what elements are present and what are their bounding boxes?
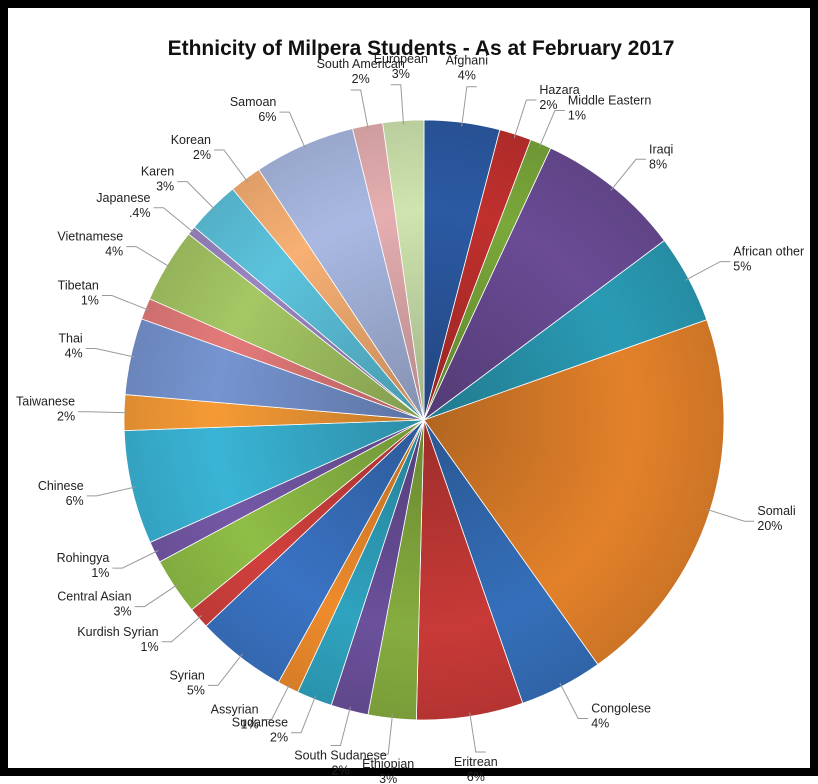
- slice-label-karen: Karen: [141, 165, 174, 179]
- slice-label-ethiopian: Ethiopian: [362, 757, 414, 771]
- slice-value-south-sudanese: 2%: [331, 764, 349, 778]
- leader-line-somali: [706, 508, 755, 522]
- slice-value-vietnamese: 4%: [105, 245, 123, 259]
- leader-lines: [78, 84, 755, 755]
- slice-label-chinese: Chinese: [38, 479, 84, 493]
- leader-line-ethiopian: [378, 714, 393, 755]
- slice-label-congolese: Congolese: [591, 702, 651, 716]
- slice-label-samoan: Samoan: [230, 95, 277, 109]
- leader-line-rohingya: [112, 550, 159, 569]
- leader-line-samoan: [279, 111, 306, 150]
- slice-value-korean: 2%: [193, 148, 211, 162]
- leader-line-vietnamese: [126, 246, 171, 268]
- slice-label-middle-eastern: Middle Eastern: [568, 94, 651, 108]
- slice-label-iraqi: Iraqi: [649, 142, 673, 156]
- slice-value-japanese: .4%: [129, 206, 151, 220]
- leader-line-south-american: [350, 89, 369, 130]
- slice-label-syrian: Syrian: [169, 668, 204, 682]
- slice-label-afghani: Afghani: [446, 54, 488, 68]
- slice-value-european: 3%: [392, 67, 410, 81]
- leader-line-tibetan: [101, 295, 150, 311]
- leader-line-kurdish-syrian: [161, 615, 203, 643]
- slice-value-karen: 3%: [156, 180, 174, 194]
- slice-value-syrian: 5%: [187, 683, 205, 697]
- slice-value-sudanese: 2%: [270, 731, 288, 745]
- leader-line-assyrian: [261, 683, 291, 720]
- slice-value-ethiopian: 3%: [379, 772, 397, 784]
- leader-line-thai: [85, 348, 135, 358]
- slice-label-japanese: Japanese: [96, 191, 150, 205]
- slice-value-rohingya: 1%: [91, 566, 109, 580]
- slice-label-tibetan: Tibetan: [58, 279, 99, 293]
- chart-title: Ethnicity of Milpera Students - As at Fe…: [168, 37, 675, 60]
- slice-label-rohingya: Rohingya: [57, 551, 110, 565]
- leader-line-sudanese: [291, 695, 317, 734]
- slice-label-taiwanese: Taiwanese: [16, 395, 75, 409]
- leader-line-european: [390, 84, 404, 125]
- slice-label-eritrean: Eritrean: [454, 755, 498, 769]
- slice-value-samoan: 6%: [258, 110, 276, 124]
- slice-label-somali: Somali: [757, 504, 795, 518]
- slice-value-taiwanese: 2%: [57, 410, 75, 424]
- slice-value-kurdish-syrian: 1%: [141, 640, 159, 654]
- leader-line-chinese: [86, 486, 136, 497]
- slice-label-european: European: [374, 52, 428, 66]
- slice-value-central-asian: 3%: [114, 605, 132, 619]
- slice-label-hazara: Hazara: [539, 83, 579, 97]
- leader-line-afghani: [461, 86, 477, 127]
- slice-label-kurdish-syrian: Kurdish Syrian: [77, 625, 158, 639]
- leader-line-south-sudanese: [330, 706, 351, 746]
- slice-value-eritrean: 6%: [467, 770, 485, 784]
- slice-label-vietnamese: Vietnamese: [57, 230, 123, 244]
- slice-value-chinese: 6%: [66, 494, 84, 508]
- slice-value-south-american: 2%: [352, 72, 370, 86]
- slice-value-tibetan: 1%: [81, 294, 99, 308]
- leader-line-congolese: [559, 682, 589, 719]
- slice-value-middle-eastern: 1%: [568, 109, 586, 123]
- leader-line-iraqi: [610, 158, 646, 191]
- slice-label-south-sudanese: South Sudanese: [294, 749, 386, 763]
- slice-label-south-american: South American: [317, 57, 405, 71]
- slice-label-assyrian: Assyrian: [211, 703, 259, 717]
- slice-value-thai: 4%: [65, 347, 83, 361]
- slice-label-sudanese: Sudanese: [232, 716, 288, 730]
- slice-label-central-asian: Central Asian: [57, 590, 131, 604]
- slice-value-assyrian: 1%: [241, 718, 259, 732]
- slice-value-afghani: 4%: [458, 69, 476, 83]
- leader-line-syrian: [207, 653, 243, 686]
- slice-value-somali: 20%: [757, 519, 782, 533]
- leader-line-african-other: [684, 261, 731, 281]
- slice-value-iraqi: 8%: [649, 157, 667, 171]
- pie-slices: [123, 119, 725, 721]
- slice-label-african-other: African other: [733, 245, 804, 259]
- slice-value-hazara: 2%: [539, 98, 557, 112]
- pie-chart: Ethnicity of Milpera Students - As at Fe…: [16, 37, 804, 784]
- slice-label-korean: Korean: [171, 133, 211, 147]
- slice-label-thai: Thai: [58, 332, 82, 346]
- slice-value-african-other: 5%: [733, 260, 751, 274]
- leader-line-korean: [214, 149, 249, 183]
- leader-line-middle-eastern: [538, 110, 565, 148]
- leader-line-taiwanese: [78, 411, 129, 414]
- slice-value-congolese: 4%: [591, 717, 609, 731]
- leader-line-karen: [177, 181, 216, 211]
- leader-line-central-asian: [134, 583, 179, 608]
- leader-line-japanese: [153, 207, 195, 234]
- leader-line-hazara: [513, 99, 537, 139]
- leader-line-eritrean: [469, 712, 486, 753]
